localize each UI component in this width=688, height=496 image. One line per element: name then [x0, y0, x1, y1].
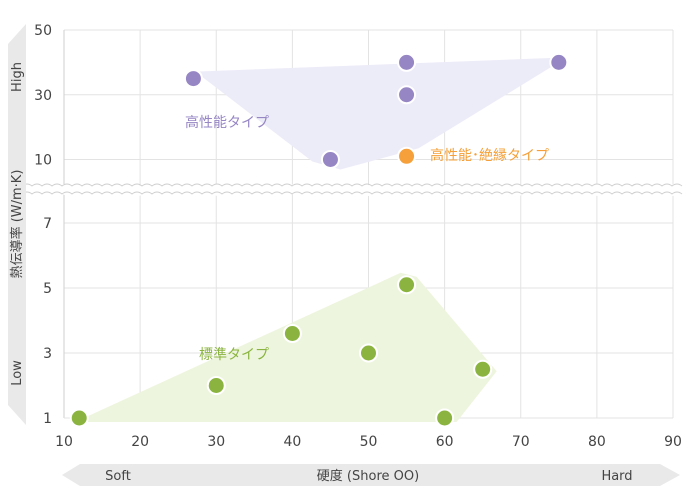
data-point-high-performance — [549, 52, 569, 72]
y-band-high-label: High — [10, 62, 25, 92]
series-label-standard: 標準タイプ — [199, 347, 269, 363]
x-band-soft-label: Soft — [105, 469, 131, 484]
x-tick-label: 90 — [664, 434, 682, 450]
y-band-low-label: Low — [10, 360, 25, 386]
data-point-high-performance-insulating — [397, 146, 417, 166]
series-label-high-performance-insulating: 高性能･絶縁タイプ — [430, 147, 549, 164]
axis-break-line-upper — [21, 183, 683, 187]
y-tick-label: 30 — [34, 88, 52, 104]
x-direction-band — [62, 464, 680, 486]
data-point-standard — [359, 343, 378, 363]
region-high-performance — [195, 57, 567, 170]
x-tick-label: 40 — [283, 434, 301, 450]
data-point-standard — [282, 324, 302, 343]
data-point-standard — [397, 275, 417, 295]
x-tick-label: 70 — [512, 434, 530, 450]
data-point-high-performance — [320, 150, 340, 169]
y-tick-label: 5 — [43, 281, 52, 297]
series-label-high-performance: 高性能タイプ — [185, 114, 269, 131]
x-tick-label: 80 — [588, 434, 606, 450]
data-point-high-performance — [397, 85, 417, 105]
data-point-standard — [473, 359, 493, 379]
x-tick-label: 30 — [207, 434, 225, 450]
data-point-high-performance — [183, 69, 203, 89]
data-point-high-performance — [397, 52, 417, 72]
x-tick-label: 50 — [360, 434, 378, 450]
x-tick-label: 10 — [55, 434, 73, 450]
x-tick-label: 60 — [436, 434, 454, 450]
y-tick-label: 10 — [34, 153, 52, 169]
y-tick-label: 3 — [43, 346, 52, 362]
data-point-standard — [435, 408, 455, 428]
y-tick-label: 50 — [34, 23, 52, 39]
x-band-hard-label: Hard — [601, 469, 632, 484]
data-point-standard — [69, 408, 89, 428]
y-tick-label: 1 — [43, 411, 52, 427]
x-axis-label: 硬度 (Shore OO) — [317, 468, 419, 484]
y-axis-label: 熱伝導率 (W/m·K) — [9, 170, 25, 279]
x-tick-label: 20 — [131, 434, 149, 450]
region-standard — [75, 272, 497, 422]
y-tick-label: 7 — [43, 216, 52, 232]
y-direction-band — [8, 24, 26, 425]
data-point-standard — [206, 376, 226, 395]
axis-break-line-lower — [21, 191, 683, 195]
